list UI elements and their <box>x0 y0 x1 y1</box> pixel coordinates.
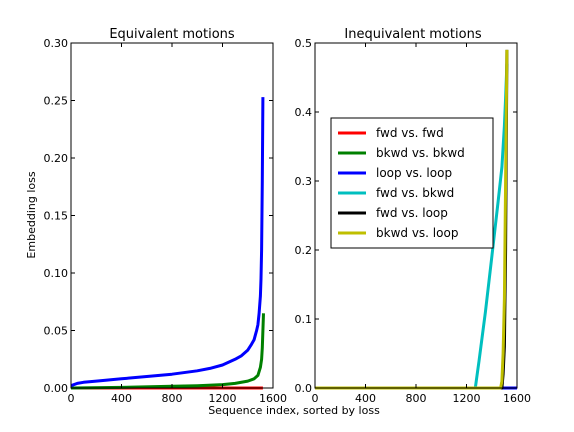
left-panel: Equivalent motions Embedding loss 0 400 80… <box>25 27 287 405</box>
y-tick-label: 0.5 <box>295 37 313 50</box>
x-tick-label: 1600 <box>259 392 287 405</box>
left-plot-area: 0 400 800 1200 1600 0.00 0.05 0.10 0.15 0.20 0.25 0… <box>44 37 288 405</box>
x-tick-label: 800 <box>406 392 427 405</box>
y-tick-label: 0.4 <box>295 106 313 119</box>
y-tick-label: 0.0 <box>295 382 313 395</box>
y-tick-label: 0.20 <box>44 152 69 165</box>
right-plot-area: 0 400 800 1200 1600 0.0 0.1 0.2 0.3 0.4 0.5 fwd vs.… <box>295 37 532 405</box>
legend-label: loop vs. loop <box>376 166 452 180</box>
x-tick-label: 1200 <box>209 392 237 405</box>
legend-label: fwd vs. fwd <box>376 126 444 140</box>
series-line-2 <box>70 97 265 388</box>
x-tick-label: 1600 <box>503 392 531 405</box>
y-tick-label: 0.05 <box>44 325 69 338</box>
right-panel: Inequivalent motions 0 400 800 1200 16000.00… <box>295 27 532 405</box>
right-chart-title: Inequivalent motions <box>344 27 481 42</box>
y-tick-label: 0.2 <box>295 244 313 257</box>
legend-label: fwd vs. loop <box>376 206 448 220</box>
x-tick-label: 1200 <box>453 392 481 405</box>
y-tick-label: 0.00 <box>44 382 69 395</box>
y-tick-label: 0.3 <box>295 175 313 188</box>
x-tick-label: 0 <box>68 392 75 405</box>
y-tick-label: 0.15 <box>44 210 69 223</box>
axes-frame <box>70 42 274 389</box>
legend-label: fwd vs. bkwd <box>376 186 454 200</box>
y-tick-label: 0.25 <box>44 95 69 108</box>
legend-label: bkwd vs. loop <box>376 226 458 240</box>
legend-box <box>330 117 494 249</box>
legend: fwd vs. fwd bkwd vs. bkwd loop vs. loop fwd… <box>330 117 494 249</box>
shared-x-axis-label: Sequence index, sorted by loss <box>208 404 380 417</box>
y-tick-label: 0.10 <box>44 267 69 280</box>
legend-label: bkwd vs. bkwd <box>376 146 465 160</box>
left-y-axis-label: Embedding loss <box>25 171 38 258</box>
series-line-1 <box>70 313 265 390</box>
x-tick-label: 400 <box>355 392 376 405</box>
x-tick-label: 800 <box>162 392 183 405</box>
y-tick-label: 0.1 <box>295 313 313 326</box>
x-tick-label: 400 <box>111 392 132 405</box>
left-chart-title: Equivalent motions <box>109 27 235 42</box>
y-tick-label: 0.30 <box>44 37 69 50</box>
x-tick-label: 0 <box>312 392 319 405</box>
